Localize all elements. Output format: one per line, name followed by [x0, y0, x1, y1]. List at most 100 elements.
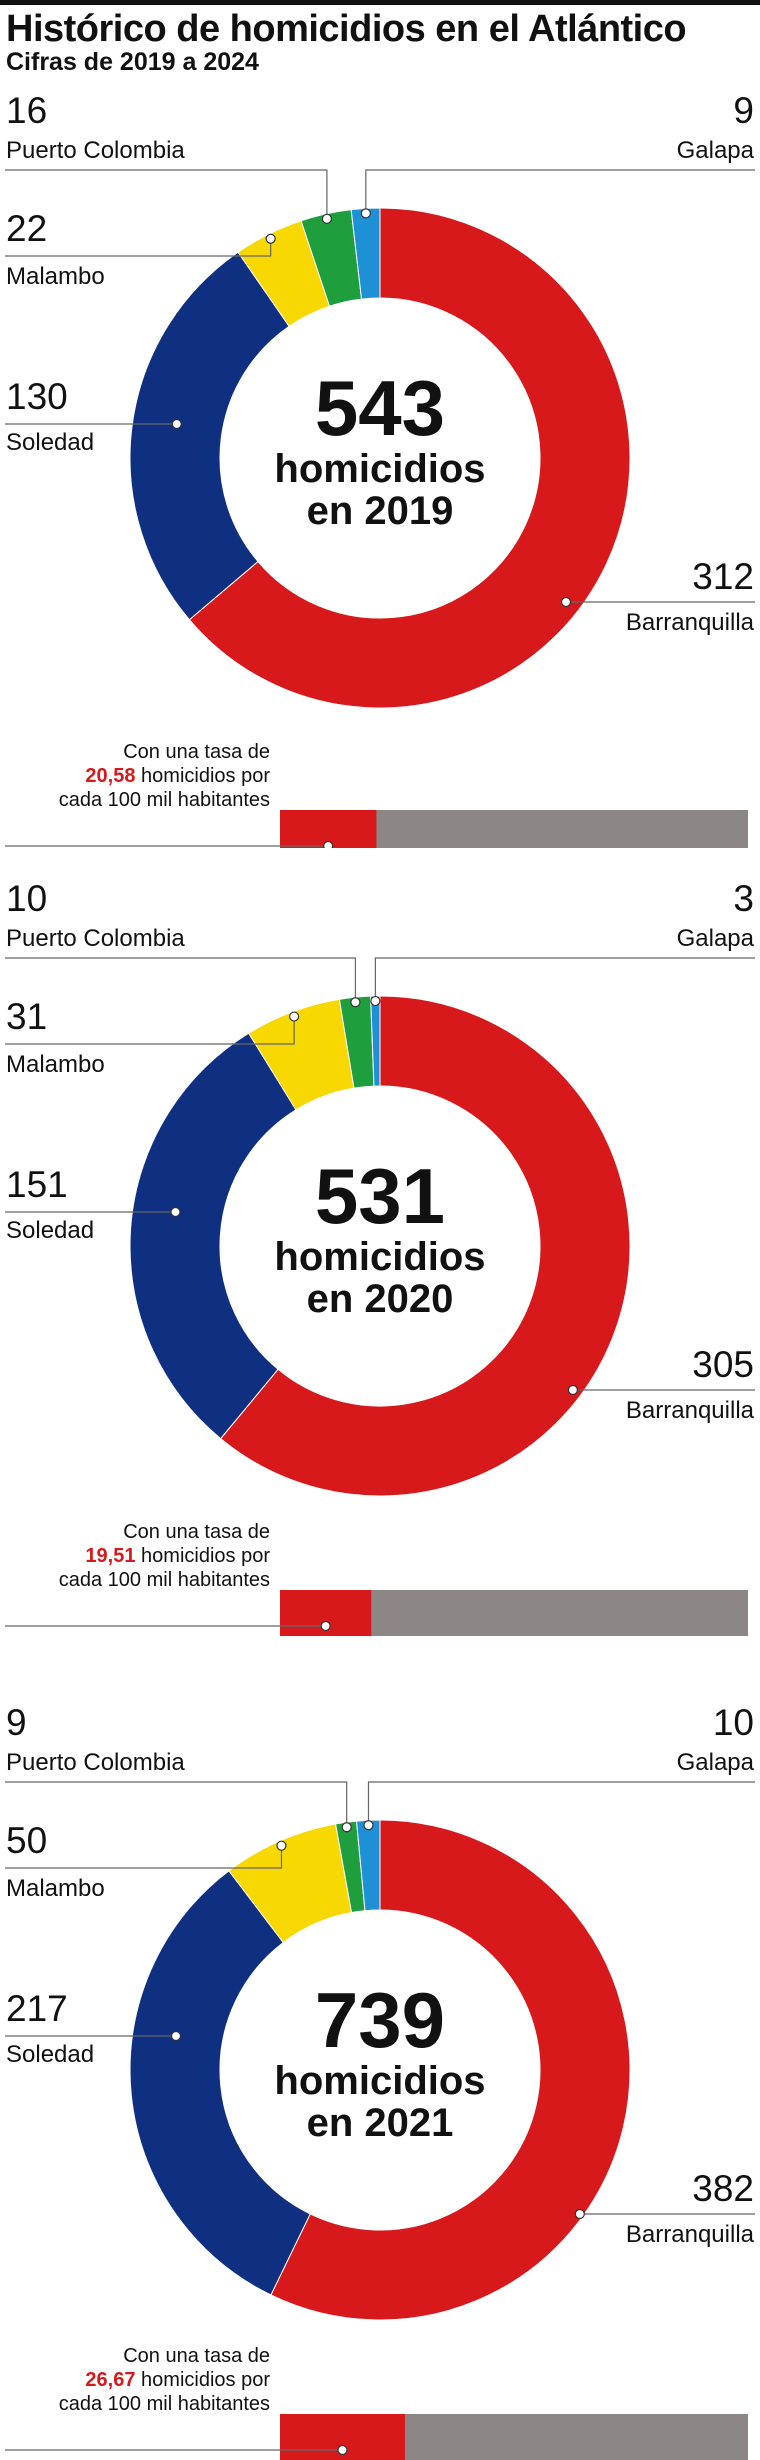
leader-line-galapa: [367, 1781, 755, 1826]
leader-dot-barranquilla: [567, 1384, 578, 1396]
total-year: en 2019: [306, 489, 454, 533]
donut-chart: [5, 957, 755, 1636]
rate-leader-dot: [337, 2444, 348, 2456]
donut-panel-0: 312 Barranquilla 130 Soledad 22 Malambo 16 Puer…: [0, 88, 760, 848]
slice-barranquilla: [219, 995, 631, 1497]
category-label-soledad: Soledad: [6, 429, 95, 456]
total-year: en 2021: [306, 2101, 454, 2145]
total-unit: homicidios: [274, 447, 486, 491]
rate-line-2: 20,58 homicidios por: [85, 765, 270, 787]
category-label-malambo: Malambo: [6, 1051, 105, 1078]
donut-chart: [5, 169, 755, 848]
leader-dot-puerto-colombia: [321, 213, 333, 224]
value-label-malambo: 50: [6, 1820, 48, 1861]
slice-galapa: [350, 207, 381, 300]
value-label-galapa: 10: [712, 1702, 754, 1743]
leader-dot-barranquilla: [574, 2208, 585, 2220]
donut-panel-2: 382 Barranquilla 217 Soledad 50 Malambo 9 Puert…: [0, 1700, 760, 2460]
rate-leader-dot: [320, 1620, 331, 1632]
leader-dot-malambo: [265, 233, 276, 244]
value-label-barranquilla: 312: [692, 556, 754, 597]
value-label-puerto-colombia: 9: [6, 1702, 27, 1743]
leader-dot-soledad: [170, 1206, 181, 1218]
category-label-puerto-colombia: Puerto Colombia: [6, 1749, 185, 1776]
rate-value: 19,51: [85, 1545, 136, 1567]
total-value: 543: [314, 364, 446, 452]
leader-line-galapa: [374, 957, 755, 1002]
value-label-barranquilla: 305: [692, 1344, 754, 1385]
leader-dot-galapa: [360, 208, 371, 219]
center-total: 543 homicidios en 2019: [230, 368, 530, 532]
leader-dot-puerto-colombia: [341, 1822, 352, 1833]
top-rule: [0, 0, 760, 5]
total-year: en 2020: [306, 1277, 454, 1321]
value-label-puerto-colombia: 10: [6, 878, 48, 919]
total-value: 739: [314, 1976, 446, 2064]
leader-dot-soledad: [171, 418, 182, 430]
rate-text: Con una tasa de 26,67 homicidios por cada …: [0, 2344, 270, 2416]
rate-line-1: Con una tasa de: [123, 2345, 270, 2367]
leader-dot-galapa: [363, 1820, 374, 1831]
rate-value: 26,67: [85, 2369, 136, 2391]
value-label-soledad: 130: [6, 376, 68, 417]
slice-barranquilla: [270, 1819, 631, 2321]
rate-text: Con una tasa de 20,58 homicidios por cada …: [0, 740, 270, 812]
donut-panel-1: 305 Barranquilla 151 Soledad 31 Malambo 10 Puer…: [0, 876, 760, 1636]
category-label-soledad: Soledad: [6, 2041, 95, 2068]
category-label-barranquilla: Barranquilla: [625, 1397, 754, 1424]
center-total: 739 homicidios en 2021: [230, 1980, 530, 2144]
chart-title: Histórico de homicidios en el Atlántico: [6, 8, 687, 50]
leader-line-malambo: [5, 238, 272, 257]
leader-dot-malambo: [289, 1011, 300, 1022]
value-label-soledad: 151: [6, 1164, 68, 1205]
slice-barranquilla: [188, 207, 631, 709]
leader-dot-malambo: [276, 1840, 287, 1851]
value-label-galapa: 3: [733, 878, 754, 919]
slice-soledad: [129, 1870, 311, 2296]
slice-soledad: [129, 1032, 297, 1440]
rate-text: Con una tasa de 19,51 homicidios por cada …: [0, 1520, 270, 1592]
leader-dot-puerto-colombia: [350, 997, 361, 1008]
leader-line-puerto-colombia: [5, 169, 328, 219]
rate-line-2: 19,51 homicidios por: [85, 1545, 270, 1567]
category-label-galapa: Galapa: [676, 925, 754, 952]
leader-line-galapa: [365, 169, 755, 214]
category-label-barranquilla: Barranquilla: [625, 2221, 754, 2248]
category-label-galapa: Galapa: [676, 1749, 754, 1776]
rate-line-3: cada 100 mil habitantes: [58, 789, 270, 811]
leader-line-malambo: [5, 1845, 283, 1869]
leader-dot-soledad: [170, 2030, 182, 2042]
rate-line-1: Con una tasa de: [123, 741, 270, 763]
category-label-malambo: Malambo: [6, 263, 105, 290]
leader-dot-galapa: [370, 995, 381, 1007]
rate-line-2: 26,67 homicidios por: [85, 2369, 270, 2391]
category-label-barranquilla: Barranquilla: [625, 609, 754, 636]
rate-line-1: Con una tasa de: [123, 1521, 270, 1543]
category-label-galapa: Galapa: [676, 137, 754, 164]
value-label-malambo: 22: [6, 208, 48, 249]
category-label-malambo: Malambo: [6, 1875, 105, 1902]
total-value: 531: [314, 1152, 446, 1240]
rate-line-3: cada 100 mil habitantes: [58, 1569, 270, 1591]
leader-line-malambo: [5, 1016, 295, 1045]
center-total: 531 homicidios en 2020: [230, 1156, 530, 1320]
total-unit: homicidios: [274, 2059, 486, 2103]
value-label-barranquilla: 382: [692, 2168, 754, 2209]
leader-dot-barranquilla: [560, 596, 572, 608]
value-label-galapa: 9: [733, 90, 754, 131]
leader-line-puerto-colombia: [5, 1781, 348, 1828]
slice-soledad: [129, 251, 290, 621]
value-label-puerto-colombia: 16: [6, 90, 48, 131]
rate-line-3: cada 100 mil habitantes: [58, 2393, 270, 2415]
category-label-puerto-colombia: Puerto Colombia: [6, 925, 185, 952]
slice-galapa: [370, 995, 381, 1087]
category-label-soledad: Soledad: [6, 1217, 95, 1244]
chart-subtitle: Cifras de 2019 a 2024: [6, 48, 259, 76]
value-label-soledad: 217: [6, 1988, 68, 2029]
rate-leader-dot: [323, 840, 334, 848]
value-label-malambo: 31: [6, 996, 48, 1037]
rate-value: 20,58: [85, 765, 136, 787]
category-label-puerto-colombia: Puerto Colombia: [6, 137, 185, 164]
total-unit: homicidios: [274, 1235, 486, 1279]
slice-galapa: [355, 1819, 381, 1912]
